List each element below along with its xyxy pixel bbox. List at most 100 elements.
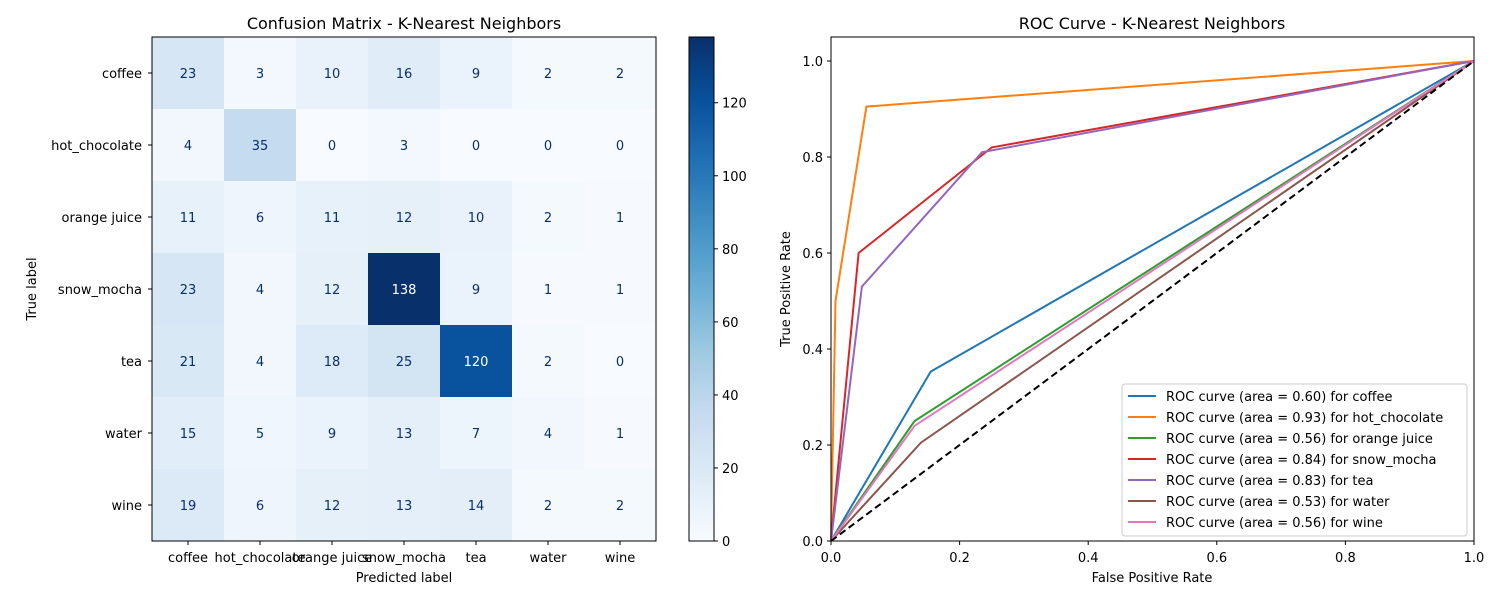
cm-cell-value: 0: [472, 139, 480, 154]
roc-legend-label: ROC curve (area = 0.56) for orange juice: [1166, 432, 1433, 447]
cm-cell: [584, 397, 656, 469]
roc-y-tick-label: 0.6: [802, 247, 823, 262]
roc-series-line: [830, 60, 1475, 542]
cm-cell: [224, 253, 296, 325]
cm-cell: [440, 37, 512, 109]
cm-y-tick-label: tea: [121, 355, 142, 370]
roc-x-tick-label: 0.4: [1078, 551, 1099, 566]
roc-legend-label: ROC curve (area = 0.60) for coffee: [1166, 390, 1392, 405]
roc-panel: ROC Curve - K-Nearest Neighbors 0.0 0.2 0.…: [779, 14, 1484, 586]
cm-cell-value: 4: [256, 355, 264, 370]
cm-y-tick-label: coffee: [102, 67, 142, 82]
cm-cell: [152, 253, 224, 325]
cm-cell: [152, 181, 224, 253]
cm-cell: [224, 37, 296, 109]
cm-cell-value: 35: [252, 139, 269, 154]
cm-cell-value: 2: [544, 355, 552, 370]
cm-cell: [440, 109, 512, 181]
roc-frame: [830, 36, 1475, 542]
cm-cell: [152, 325, 224, 397]
cm-x-tick-label: orange juice: [292, 551, 373, 566]
cm-y-tick-label: water: [105, 427, 143, 442]
cm-cell-value: 3: [400, 139, 408, 154]
cm-y-tick-label: hot_chocolate: [51, 139, 142, 154]
roc-x-ticks: 0.0 0.2 0.4 0.6 0.8 1.0: [821, 541, 1485, 566]
cm-cell-value: 9: [328, 427, 336, 442]
cm-cell: [440, 397, 512, 469]
cm-cell-value: 11: [180, 211, 197, 226]
cm-cell: [224, 397, 296, 469]
cm-cell-value: 3: [256, 67, 264, 82]
cm-cell: [296, 325, 368, 397]
cm-cell-value: 9: [472, 67, 480, 82]
cm-cell-value: 4: [184, 139, 192, 154]
cm-cell: [152, 469, 224, 541]
roc-x-tick-label: 1.0: [1464, 551, 1485, 566]
roc-legend-label: ROC curve (area = 0.56) for wine: [1166, 516, 1383, 531]
cm-cell: [512, 181, 584, 253]
cm-cell: [512, 37, 584, 109]
cm-cell: [440, 181, 512, 253]
cm-cell: [296, 397, 368, 469]
cm-cell: [440, 325, 512, 397]
colorbar-tick-label: 60: [722, 316, 739, 331]
roc-y-tick-label: 0.0: [802, 535, 823, 550]
cm-cell-value: 2: [544, 211, 552, 226]
cm-cell-value: 15: [180, 427, 197, 442]
cm-cell: [152, 37, 224, 109]
cm-cell: [152, 397, 224, 469]
cm-y-tick-label: snow_mocha: [58, 283, 142, 298]
roc-y-tick-label: 1.0: [802, 55, 823, 70]
cm-cell-value: 13: [396, 427, 413, 442]
cm-cell-value: 0: [616, 355, 624, 370]
cm-cell: [224, 109, 296, 181]
roc-y-ticks: 0.0 0.2 0.4 0.6 0.8 1.0: [802, 55, 831, 550]
cm-ylabel: True label: [25, 257, 40, 321]
cm-x-tick-label: snow_mocha: [362, 551, 446, 566]
colorbar-gradient: [689, 37, 714, 541]
colorbar-frame: [688, 36, 715, 542]
roc-x-tick-label: 0.2: [949, 551, 970, 566]
cm-cell: [368, 469, 440, 541]
cm-cell: [584, 109, 656, 181]
cm-cell-value: 4: [544, 427, 552, 442]
cm-cell-value: 12: [324, 283, 341, 298]
cm-cell: [368, 253, 440, 325]
roc-series-line: [830, 60, 1475, 542]
cm-cell-value: 2: [544, 499, 552, 514]
cm-cell-value: 138: [392, 283, 417, 298]
colorbar: 0 20 40 60 80 100 120: [688, 36, 747, 550]
cm-cell-value: 7: [472, 427, 480, 442]
cm-cell-value: 14: [468, 499, 485, 514]
cm-cell-value: 1: [616, 427, 624, 442]
cm-cell-value: 1: [616, 283, 624, 298]
cm-cell-value: 13: [396, 499, 413, 514]
cm-cell-value: 1: [544, 283, 552, 298]
cm-cell-value: 21: [180, 355, 197, 370]
roc-series-line: [830, 60, 1475, 542]
cm-cell-value: 2: [544, 67, 552, 82]
cm-cell: [296, 109, 368, 181]
colorbar-tick-label: 0: [722, 535, 730, 550]
cm-cell: [512, 253, 584, 325]
cm-cell: [440, 469, 512, 541]
roc-legend-label: ROC curve (area = 0.93) for hot_chocolat…: [1166, 411, 1443, 426]
cm-cell: [296, 37, 368, 109]
cm-cell-value: 16: [396, 67, 413, 82]
cm-cell: [440, 253, 512, 325]
cm-cell-value: 23: [180, 67, 197, 82]
roc-legend: ROC curve (area = 0.60) for coffee ROC cu…: [1121, 383, 1468, 537]
roc-y-tick-label: 0.4: [802, 343, 823, 358]
colorbar-tick-label: 100: [722, 170, 747, 185]
cm-cell: [224, 181, 296, 253]
cm-x-tick-label: wine: [605, 551, 635, 566]
cm-cell-value: 0: [328, 139, 336, 154]
cm-cell-value: 12: [396, 211, 413, 226]
roc-x-tick-label: 0.0: [821, 551, 842, 566]
roc-legend-box: [1121, 383, 1468, 537]
roc-legend-label: ROC curve (area = 0.53) for water: [1166, 495, 1390, 510]
cm-cell: [296, 253, 368, 325]
roc-y-tick-label: 0.8: [802, 151, 823, 166]
cm-cell-value: 19: [180, 499, 197, 514]
